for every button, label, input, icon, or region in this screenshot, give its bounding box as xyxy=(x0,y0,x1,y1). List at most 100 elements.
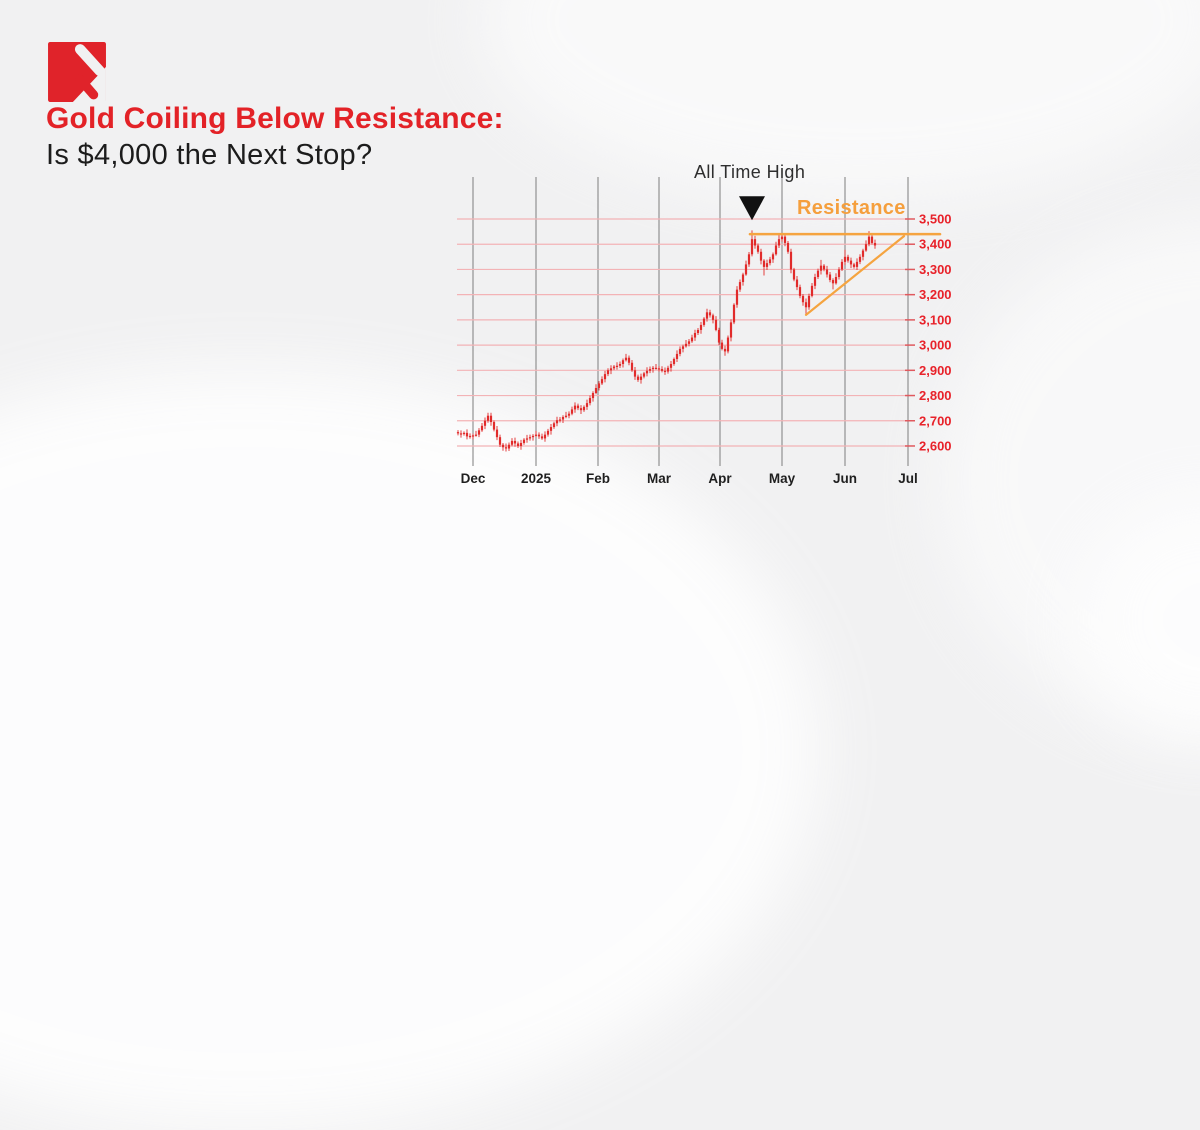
candle-body xyxy=(534,434,538,436)
candle-body xyxy=(789,251,793,270)
candle-body xyxy=(696,329,700,333)
candle-body xyxy=(777,239,781,246)
candle-body xyxy=(840,261,844,270)
candle-body xyxy=(633,370,637,377)
candle-body xyxy=(630,362,634,371)
candle-body xyxy=(663,370,667,373)
candle-body xyxy=(822,265,826,270)
candle-body xyxy=(510,440,514,445)
candle-body xyxy=(471,435,475,437)
candle-body xyxy=(828,274,832,281)
y-axis-tick-label: 2,600 xyxy=(919,438,952,453)
candle-body xyxy=(753,239,757,246)
candle-body xyxy=(513,440,517,444)
candle-body xyxy=(804,302,808,308)
candle-body xyxy=(492,422,496,430)
candle-body xyxy=(717,329,721,343)
candle-body xyxy=(831,280,835,284)
candle-body xyxy=(525,438,529,440)
candle-body xyxy=(573,405,577,410)
candle-body xyxy=(729,322,733,338)
candle-body xyxy=(720,342,724,349)
candle-body xyxy=(465,432,469,437)
candle-body xyxy=(672,358,676,365)
candle-body xyxy=(528,437,532,439)
y-axis-tick-label: 3,300 xyxy=(919,262,952,277)
candle-body xyxy=(546,430,550,435)
candle-body xyxy=(819,265,823,271)
x-axis-tick-label: Feb xyxy=(586,471,610,486)
candle-body xyxy=(735,289,739,305)
candle-body xyxy=(564,415,568,417)
candle-body xyxy=(837,269,841,278)
candle-body xyxy=(798,287,802,296)
candle-body xyxy=(762,260,766,267)
candle-body xyxy=(588,398,592,404)
candle-body xyxy=(570,409,574,414)
candle-body xyxy=(555,420,559,424)
candle-body xyxy=(678,348,682,354)
y-axis-tick-label: 2,700 xyxy=(919,413,952,428)
candle-body xyxy=(591,393,595,399)
candle-body xyxy=(627,357,631,363)
brand-logo-icon xyxy=(48,42,106,102)
candle-body xyxy=(507,444,511,449)
candle-body xyxy=(726,337,730,352)
candle-body xyxy=(624,357,628,361)
resistance-label: Resistance xyxy=(797,197,906,219)
candle-body xyxy=(750,239,754,255)
candle-body xyxy=(861,250,865,257)
candle-body xyxy=(609,368,613,371)
candle-body xyxy=(732,304,736,323)
candle-body xyxy=(747,254,751,265)
candle-body xyxy=(606,370,610,375)
y-axis-tick-label: 3,200 xyxy=(919,287,952,302)
page-subtitle: Is $4,000 the Next Stop? xyxy=(46,139,373,171)
candle-body xyxy=(705,312,709,319)
candle-body xyxy=(693,332,697,338)
candle-body xyxy=(486,415,490,421)
candle-body xyxy=(801,295,805,303)
candle-body xyxy=(852,264,856,267)
page-title: Gold Coiling Below Resistance: xyxy=(46,102,504,135)
candle-body xyxy=(645,370,649,374)
y-axis-tick-label: 2,800 xyxy=(919,388,952,403)
candle-body xyxy=(870,236,874,243)
candle-body xyxy=(585,403,589,407)
candle-body xyxy=(816,270,820,278)
candle-body xyxy=(690,337,694,342)
candle-body xyxy=(489,415,493,423)
candle-body xyxy=(744,264,748,275)
candle-body xyxy=(741,274,745,283)
candle-body xyxy=(504,447,508,449)
x-axis-tick-label: Jul xyxy=(898,471,918,486)
x-axis-tick-label: Jun xyxy=(833,471,857,486)
y-axis-tick-label: 3,100 xyxy=(919,312,952,327)
candle-body xyxy=(495,429,499,438)
candle-body xyxy=(615,365,619,367)
candle-body xyxy=(864,244,868,251)
candle-body xyxy=(849,260,853,265)
candle-body xyxy=(723,348,727,352)
candle-body xyxy=(603,374,607,380)
candle-body xyxy=(825,269,829,275)
candle-body xyxy=(795,279,799,288)
candle-body xyxy=(519,442,523,446)
candle-body xyxy=(867,236,871,245)
candle-body xyxy=(543,434,547,439)
candle-body xyxy=(666,367,670,372)
candle-body xyxy=(765,263,769,267)
candle-body xyxy=(483,420,487,426)
y-axis-tick-label: 3,400 xyxy=(919,237,952,252)
x-axis-tick-label: 2025 xyxy=(521,471,552,486)
all-time-high-label: All Time High xyxy=(694,162,806,182)
x-axis-tick-label: Mar xyxy=(647,471,672,486)
candle-body xyxy=(702,318,706,325)
candle-body xyxy=(567,413,571,416)
x-axis-tick-label: Apr xyxy=(708,471,732,486)
candle-body xyxy=(540,436,544,439)
candle-body xyxy=(651,367,655,370)
candle-body xyxy=(561,416,565,420)
candle-body xyxy=(600,379,604,384)
candle-body xyxy=(786,242,790,252)
